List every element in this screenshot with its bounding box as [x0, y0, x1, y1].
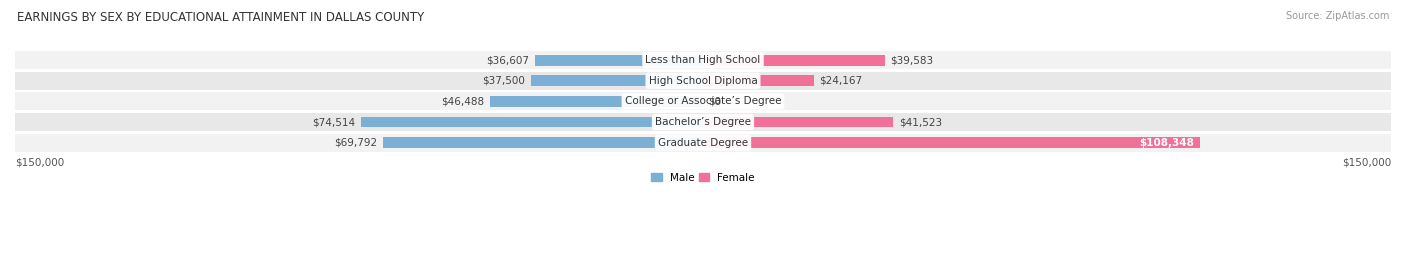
- Text: $46,488: $46,488: [441, 96, 484, 106]
- Text: $0: $0: [709, 96, 721, 106]
- Text: Source: ZipAtlas.com: Source: ZipAtlas.com: [1285, 11, 1389, 21]
- Text: Graduate Degree: Graduate Degree: [658, 138, 748, 148]
- Bar: [361, 117, 703, 128]
- Bar: [15, 72, 1391, 90]
- Bar: [15, 51, 1391, 69]
- Text: EARNINGS BY SEX BY EDUCATIONAL ATTAINMENT IN DALLAS COUNTY: EARNINGS BY SEX BY EDUCATIONAL ATTAINMEN…: [17, 11, 425, 24]
- Text: $24,167: $24,167: [820, 76, 862, 86]
- Bar: [15, 92, 1391, 110]
- Text: Less than High School: Less than High School: [645, 55, 761, 65]
- Text: $41,523: $41,523: [898, 117, 942, 127]
- Text: $108,348: $108,348: [1140, 138, 1195, 148]
- Bar: [382, 137, 703, 148]
- Bar: [703, 117, 893, 128]
- Bar: [703, 137, 1199, 148]
- Text: $74,514: $74,514: [312, 117, 356, 127]
- Text: $37,500: $37,500: [482, 76, 526, 86]
- Bar: [536, 55, 703, 66]
- Bar: [489, 96, 703, 107]
- Text: College or Associate’s Degree: College or Associate’s Degree: [624, 96, 782, 106]
- Text: $69,792: $69,792: [335, 138, 377, 148]
- Bar: [703, 75, 814, 86]
- Text: $39,583: $39,583: [890, 55, 934, 65]
- Text: $36,607: $36,607: [486, 55, 530, 65]
- Text: Bachelor’s Degree: Bachelor’s Degree: [655, 117, 751, 127]
- Text: $150,000: $150,000: [15, 158, 65, 168]
- Bar: [703, 55, 884, 66]
- Legend: Male, Female: Male, Female: [647, 169, 759, 187]
- Bar: [531, 75, 703, 86]
- Bar: [15, 134, 1391, 152]
- Bar: [15, 113, 1391, 131]
- Text: $150,000: $150,000: [1341, 158, 1391, 168]
- Text: High School Diploma: High School Diploma: [648, 76, 758, 86]
